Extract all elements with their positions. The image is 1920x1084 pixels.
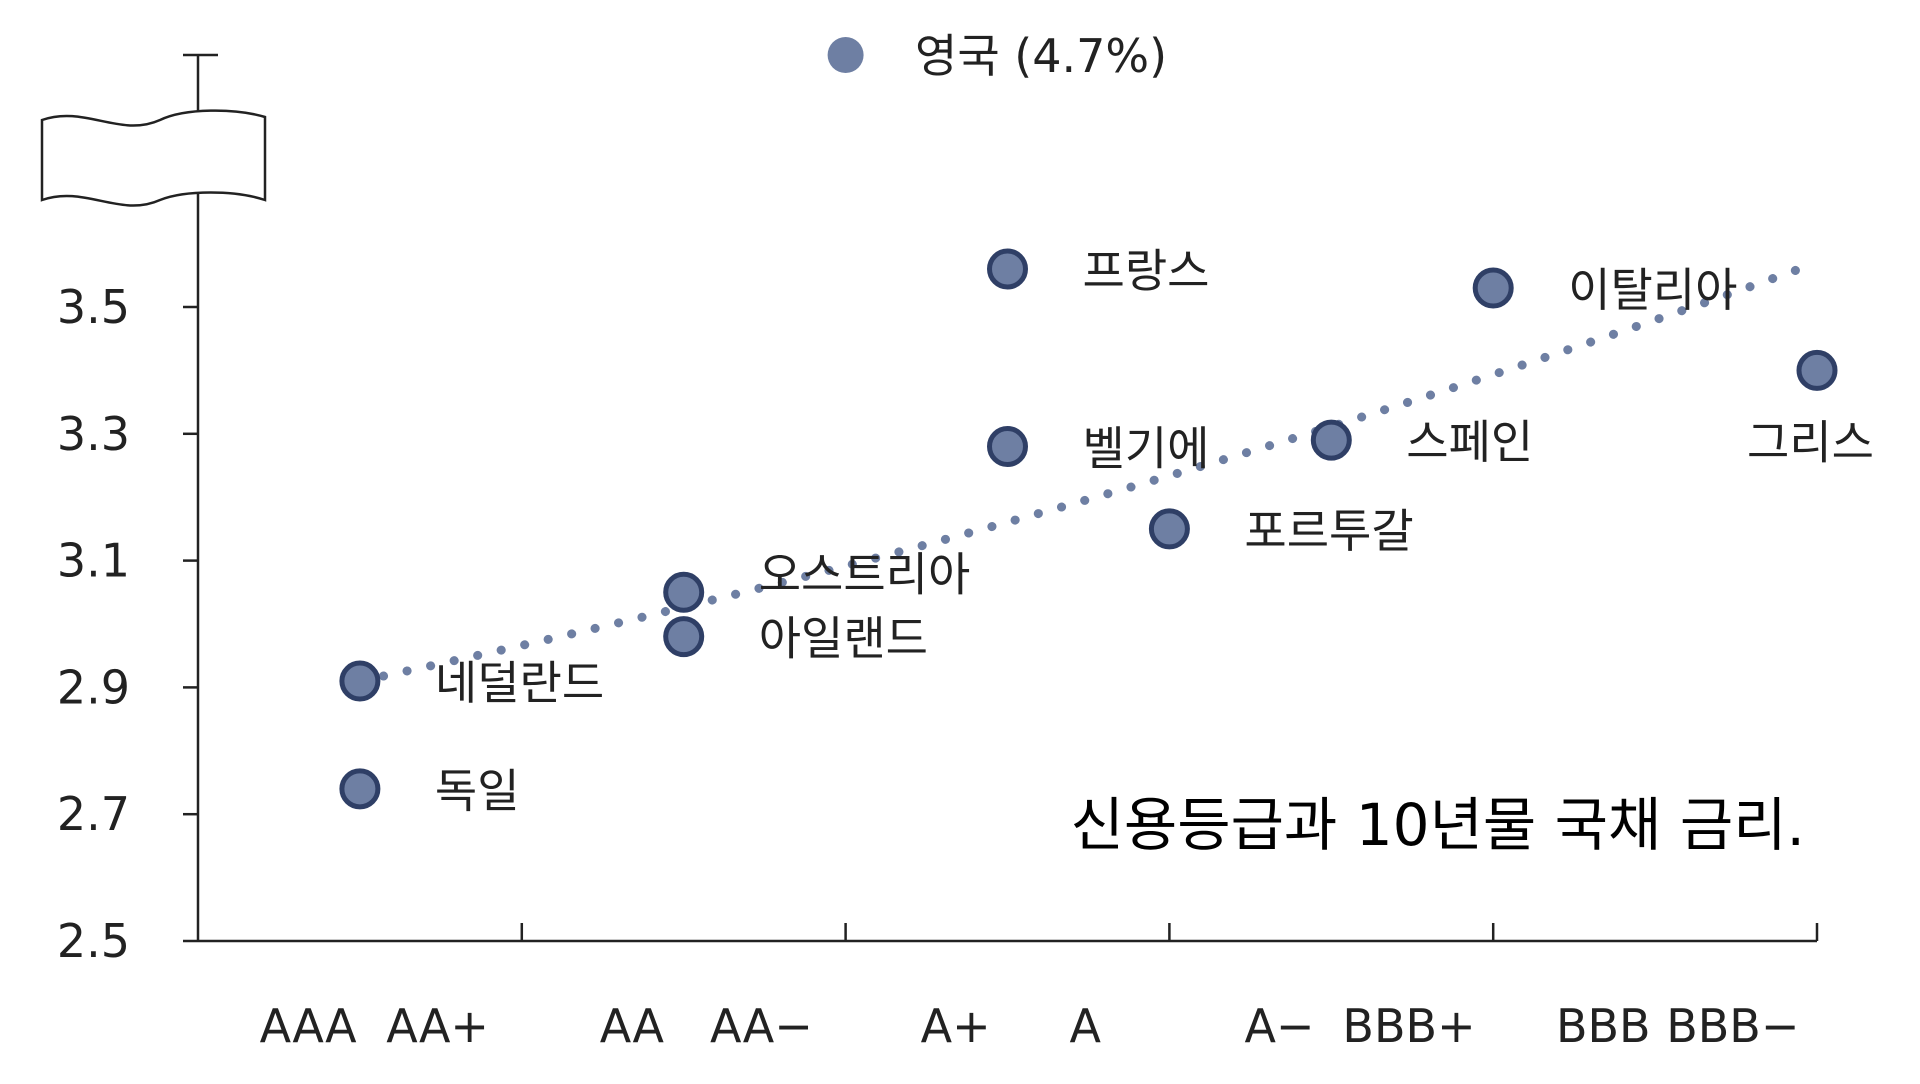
y-tick-label: 3.5 bbox=[57, 280, 130, 334]
x-category-label: AA− bbox=[710, 999, 813, 1053]
data-point-label: 독일 bbox=[435, 764, 520, 818]
y-tick-label: 2.9 bbox=[57, 660, 130, 714]
data-point bbox=[1148, 508, 1190, 550]
data-point bbox=[339, 660, 381, 702]
data-point bbox=[663, 571, 705, 613]
x-category-label: BBB+ bbox=[1342, 999, 1475, 1053]
data-point-label: 벨기에 bbox=[1083, 421, 1210, 475]
trend-line bbox=[355, 258, 1822, 686]
data-point-label: 스페인 bbox=[1406, 415, 1533, 469]
x-category-label: AA bbox=[600, 999, 665, 1053]
y-tick-label: 2.5 bbox=[57, 914, 130, 968]
data-point bbox=[1796, 349, 1838, 391]
data-point-label: 오스트리아 bbox=[759, 547, 971, 601]
outlier-point bbox=[827, 37, 864, 73]
y-axis-break-symbol bbox=[40, 109, 267, 207]
data-point-label: 이탈리아 bbox=[1568, 263, 1737, 317]
data-point bbox=[339, 768, 381, 810]
data-point-label: 포르투갈 bbox=[1244, 504, 1413, 558]
data-point-label: 네덜란드 bbox=[435, 656, 604, 710]
data-point-label: 그리스 bbox=[1747, 415, 1874, 469]
x-category-label: A bbox=[1069, 999, 1101, 1053]
data-point bbox=[1310, 419, 1352, 461]
y-tick-label: 3.1 bbox=[57, 534, 130, 588]
data-point bbox=[987, 248, 1028, 290]
data-point bbox=[987, 425, 1028, 467]
x-category-label: AAA bbox=[260, 999, 357, 1053]
outlier-label: 영국 (4.7%) bbox=[915, 29, 1167, 83]
x-category-label: A− bbox=[1244, 999, 1314, 1053]
x-category-label: A+ bbox=[921, 999, 991, 1053]
x-category-label: BBB− bbox=[1666, 999, 1799, 1053]
y-tick-label: 2.7 bbox=[57, 787, 130, 841]
data-point-label: 아일랜드 bbox=[759, 612, 928, 666]
data-point bbox=[1472, 267, 1514, 309]
y-tick-label: 3.3 bbox=[57, 407, 130, 461]
chart-caption: 신용등급과 10년물 국채 금리. bbox=[1070, 791, 1805, 859]
x-category-label: AA+ bbox=[386, 999, 489, 1053]
data-point bbox=[663, 616, 705, 658]
x-category-label: BBB bbox=[1556, 999, 1651, 1053]
data-point-label: 프랑스 bbox=[1083, 244, 1210, 298]
